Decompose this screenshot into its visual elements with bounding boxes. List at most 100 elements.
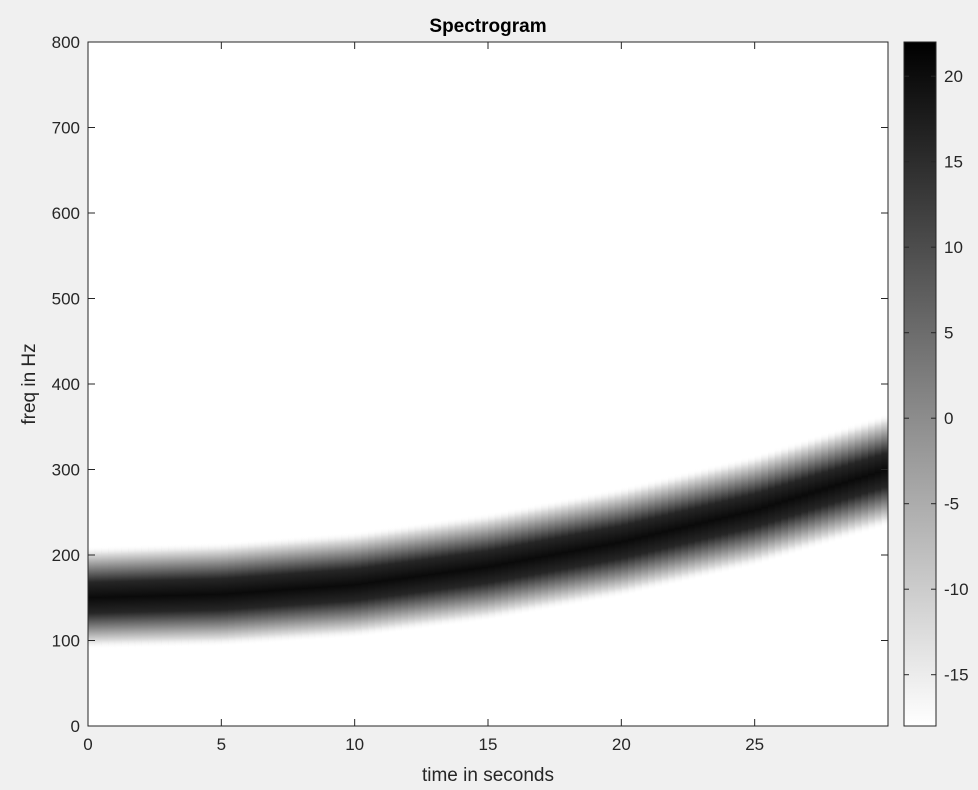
y-tick-label: 0 — [71, 717, 80, 736]
spectrogram-column — [308, 535, 316, 641]
spectrogram-column — [314, 534, 322, 641]
colorbar-tick-label: 5 — [944, 324, 953, 343]
spectrogram-column — [628, 485, 636, 595]
colorbar-tick-label: 20 — [944, 67, 963, 86]
spectrogram-column — [654, 478, 662, 589]
spectrogram-column — [388, 526, 396, 634]
spectrogram-column — [828, 430, 836, 544]
x-tick-label: 20 — [612, 735, 631, 754]
spectrogram-column — [348, 532, 356, 639]
spectrogram-column — [548, 500, 556, 610]
spectrogram-column — [568, 497, 576, 606]
spectrogram-column — [461, 516, 469, 624]
colorbar-tick-label: -10 — [944, 580, 969, 599]
spectrogram-column — [428, 521, 436, 629]
x-tick-label: 10 — [345, 735, 364, 754]
spectrogram-column — [228, 541, 236, 646]
spectrogram-column — [408, 523, 416, 631]
x-tick-label: 25 — [745, 735, 764, 754]
spectrogram-column — [594, 491, 602, 602]
spectrogram-column — [381, 527, 389, 635]
spectrogram-column — [414, 522, 422, 630]
spectrogram-column — [494, 511, 502, 620]
spectrogram-column — [281, 537, 289, 643]
spectrogram-column — [854, 422, 862, 535]
spectrogram-column — [254, 539, 262, 645]
spectrogram-column — [134, 544, 142, 649]
spectrogram-column — [401, 524, 409, 632]
spectrogram-column — [648, 480, 656, 590]
spectrogram-column — [374, 528, 382, 635]
spectrogram-column — [341, 532, 349, 639]
colorbar-ticks: -15 -10 -5 0 5 10 15 20 — [904, 67, 969, 685]
spectrogram-column — [354, 531, 362, 638]
colorbar-tick-label: -15 — [944, 666, 969, 685]
spectrogram-column — [881, 414, 888, 527]
spectrogram-column — [141, 544, 149, 648]
x-tick-label: 5 — [217, 735, 226, 754]
spectrogram-column — [541, 502, 549, 611]
spectrogram-column — [794, 441, 802, 554]
spectrogram-column — [561, 498, 569, 608]
spectrogram-column — [248, 539, 256, 645]
spectrogram-column — [601, 490, 609, 600]
spectrogram-column — [294, 536, 302, 642]
spectrogram-column — [148, 544, 156, 648]
spectrogram-column — [514, 507, 522, 616]
spectrogram-column — [874, 416, 882, 529]
colorbar — [903, 41, 937, 727]
spectrogram-column — [728, 460, 736, 572]
spectrogram-column — [748, 455, 756, 567]
spectrogram-column — [608, 489, 616, 599]
spectrogram-column — [808, 437, 816, 550]
spectrogram-column — [421, 522, 429, 629]
spectrogram-column — [474, 514, 482, 623]
spectrogram-column — [448, 518, 456, 626]
spectrogram-column — [188, 543, 196, 648]
spectrogram-column — [681, 472, 689, 583]
spectrogram-column — [114, 545, 122, 649]
y-tick-label: 200 — [52, 546, 80, 565]
spectrogram-column — [108, 545, 116, 649]
spectrogram-column — [761, 451, 769, 564]
spectrogram-column — [661, 476, 669, 587]
x-tick-label: 15 — [479, 735, 498, 754]
spectrogram-column — [274, 537, 282, 643]
colorbar-tick-label: 0 — [944, 409, 953, 428]
spectrogram-column — [721, 462, 729, 574]
spectrogram-heatmap — [88, 414, 888, 649]
spectrogram-column — [334, 533, 342, 640]
spectrogram-column — [328, 533, 336, 640]
spectrogram-column — [574, 495, 582, 605]
spectrogram-column — [694, 468, 702, 580]
spectrogram-column — [288, 536, 296, 642]
spectrogram-column — [488, 512, 496, 621]
spectrogram-column — [368, 529, 376, 636]
spectrogram-column — [701, 467, 709, 578]
spectrogram-column — [781, 445, 789, 558]
spectrogram-column — [688, 470, 696, 581]
chart-title: Spectrogram — [429, 16, 546, 37]
spectrogram-column — [321, 534, 329, 640]
y-axis-label: freq in Hz — [19, 343, 40, 424]
spectrogram-column — [234, 540, 242, 646]
spectrogram-column — [154, 544, 162, 648]
x-tick-label: 0 — [83, 735, 92, 754]
spectrogram-column — [161, 543, 169, 648]
spectrogram-column — [121, 545, 129, 649]
spectrogram-column — [621, 486, 629, 597]
spectrogram-column — [814, 435, 822, 548]
spectrogram-column — [394, 525, 402, 633]
spectrogram-column — [261, 538, 269, 644]
spectrogram-column — [801, 439, 809, 552]
spectrogram-column — [208, 542, 216, 647]
spectrogram-column — [614, 488, 622, 598]
y-tick-label: 400 — [52, 375, 80, 394]
spectrogram-column — [194, 542, 202, 647]
colorbar-tick-label: 15 — [944, 153, 963, 172]
y-tick-label: 800 — [52, 33, 80, 52]
colorbar-tick-label: -5 — [944, 495, 959, 514]
spectrogram-column — [128, 545, 136, 649]
spectrogram-column — [834, 428, 842, 541]
